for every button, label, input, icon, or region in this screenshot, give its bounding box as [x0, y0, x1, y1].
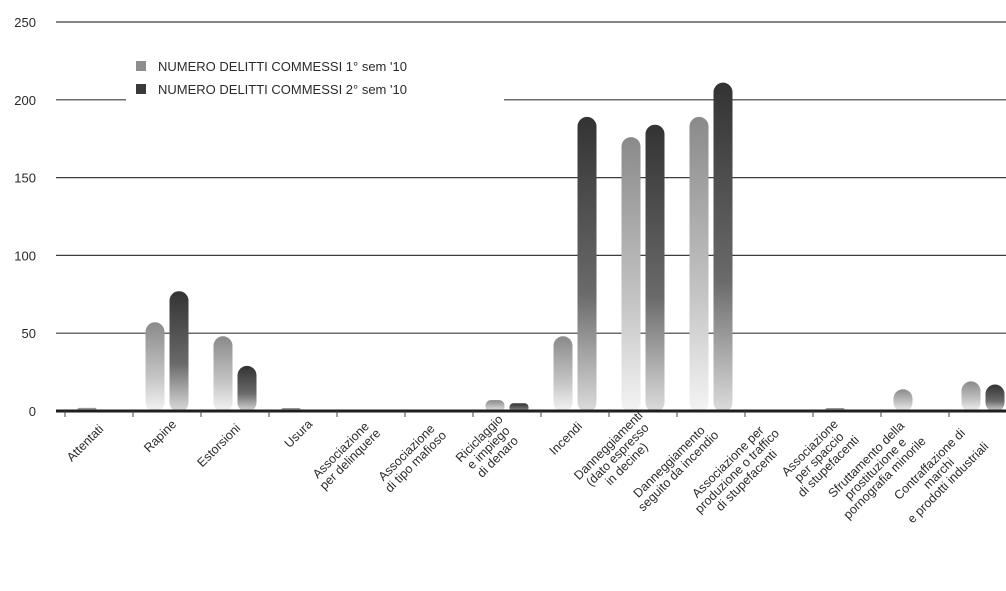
bar-1-9 — [689, 116, 709, 412]
x-tick-label: Rapine — [141, 417, 179, 455]
x-tick-label: Incendi — [547, 419, 585, 457]
y-tick-label: 50 — [22, 326, 36, 341]
x-tick-label: Estorsioni — [194, 421, 243, 470]
bar-2-8 — [645, 124, 665, 413]
legend-label-1: NUMERO DELITTI COMMESSI 1° sem '10 — [158, 59, 407, 74]
y-tick-label: 100 — [14, 248, 36, 263]
legend-label-2: NUMERO DELITTI COMMESSI 2° sem '10 — [158, 82, 407, 97]
bar-2-2 — [237, 365, 257, 412]
y-tick-label: 200 — [14, 93, 36, 108]
y-tick-label: 150 — [14, 171, 36, 186]
x-tick-label: Contraffazione dimarchie prodotti indust… — [886, 421, 991, 526]
y-tick-label: 0 — [29, 404, 36, 419]
bar-2-9 — [713, 82, 733, 413]
bar-1-12 — [893, 389, 913, 412]
x-tick-label: Usura — [282, 417, 316, 451]
bar-1-8 — [621, 137, 641, 413]
bar-2-1 — [169, 291, 189, 412]
legend-swatch-1 — [136, 61, 146, 71]
bar-1-1 — [145, 322, 165, 412]
legend-swatch-2 — [136, 84, 146, 94]
bar-2-7 — [577, 116, 597, 412]
x-tick-label: Associazionedi tipo mafioso — [373, 419, 449, 495]
bar-1-2 — [213, 336, 233, 412]
bar-1-13 — [961, 381, 981, 412]
axes: 0 50 100 150 200 250 Attentati Rapine Estorsioni… — [14, 15, 1006, 526]
legend-background — [126, 54, 504, 110]
y-tick-label: 250 — [14, 15, 36, 30]
bars — [77, 82, 1005, 413]
bar-1-6 — [485, 400, 505, 412]
x-tick-label: Riciclaggioe impiegodi denaro — [453, 412, 524, 483]
x-tick-label: Attentati — [64, 422, 106, 464]
x-tick-label: Associazioneper delinquere — [308, 417, 384, 493]
bar-1-7 — [553, 336, 573, 412]
legend: NUMERO DELITTI COMMESSI 1° sem '10 NUMERO… — [126, 54, 504, 110]
bar-2-13 — [985, 384, 1005, 412]
